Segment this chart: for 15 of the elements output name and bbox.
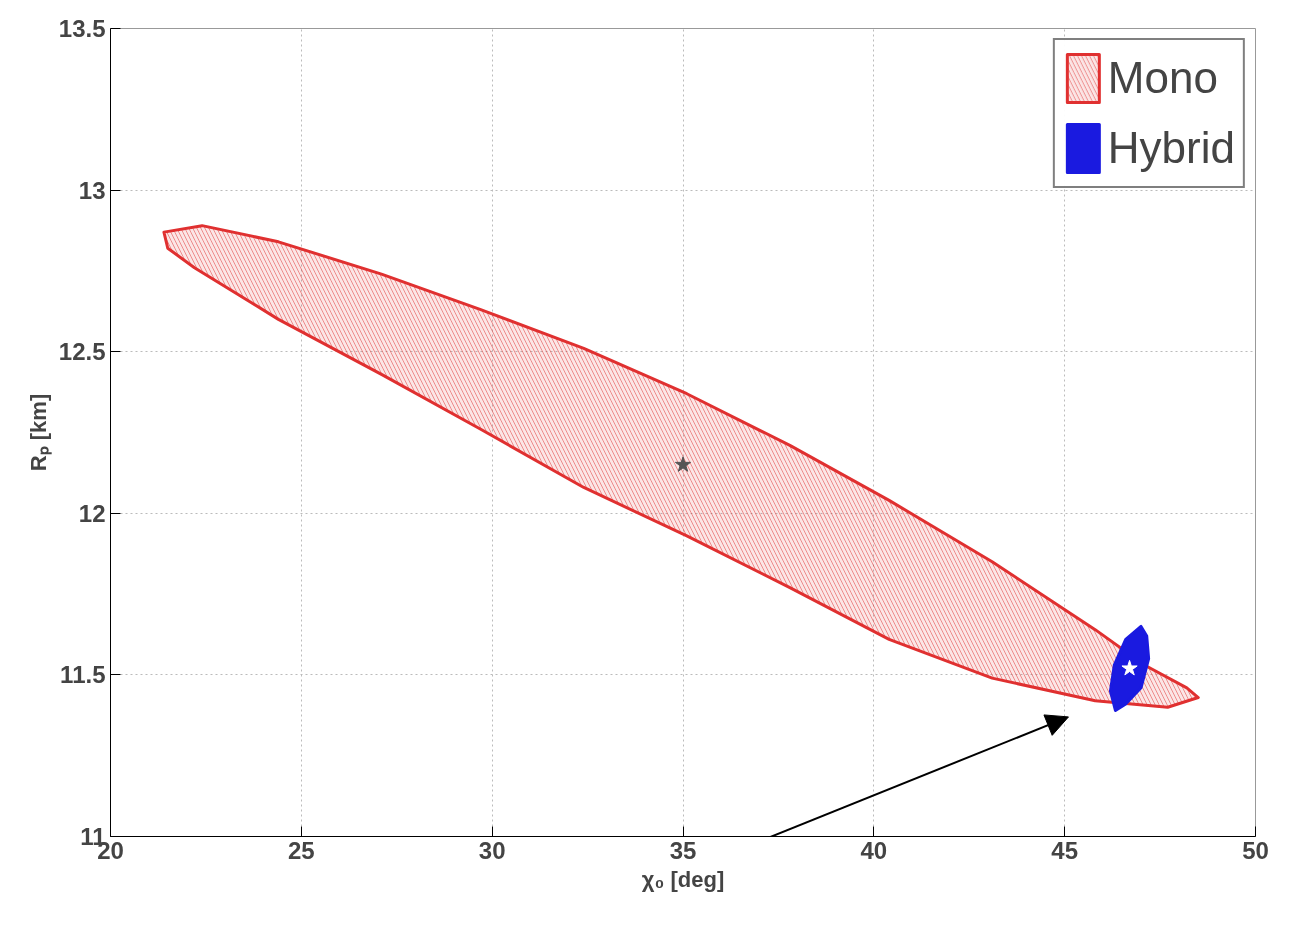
- x-tick-label: 50: [1242, 836, 1269, 864]
- y-tick-label: 13.5: [58, 15, 106, 42]
- legend-label: Mono: [1107, 52, 1218, 104]
- x-tick-label: 45: [1051, 836, 1079, 864]
- x-tick-label: 25: [287, 836, 315, 864]
- x-tick-label: 30: [478, 836, 506, 864]
- legend-label: Hybrid: [1107, 122, 1235, 174]
- y-tick-label: 11.5: [60, 661, 106, 689]
- y-tick-label: 13: [78, 176, 106, 204]
- y-tick-label: 12: [78, 499, 106, 527]
- x-axis-title: χ₀ [deg]: [641, 866, 725, 892]
- x-tick-label: 40: [860, 836, 888, 864]
- y-tick-label: 12.5: [58, 338, 106, 366]
- x-tick-label: 35: [669, 836, 697, 864]
- y-axis-title: Rₚ [km]: [25, 393, 52, 472]
